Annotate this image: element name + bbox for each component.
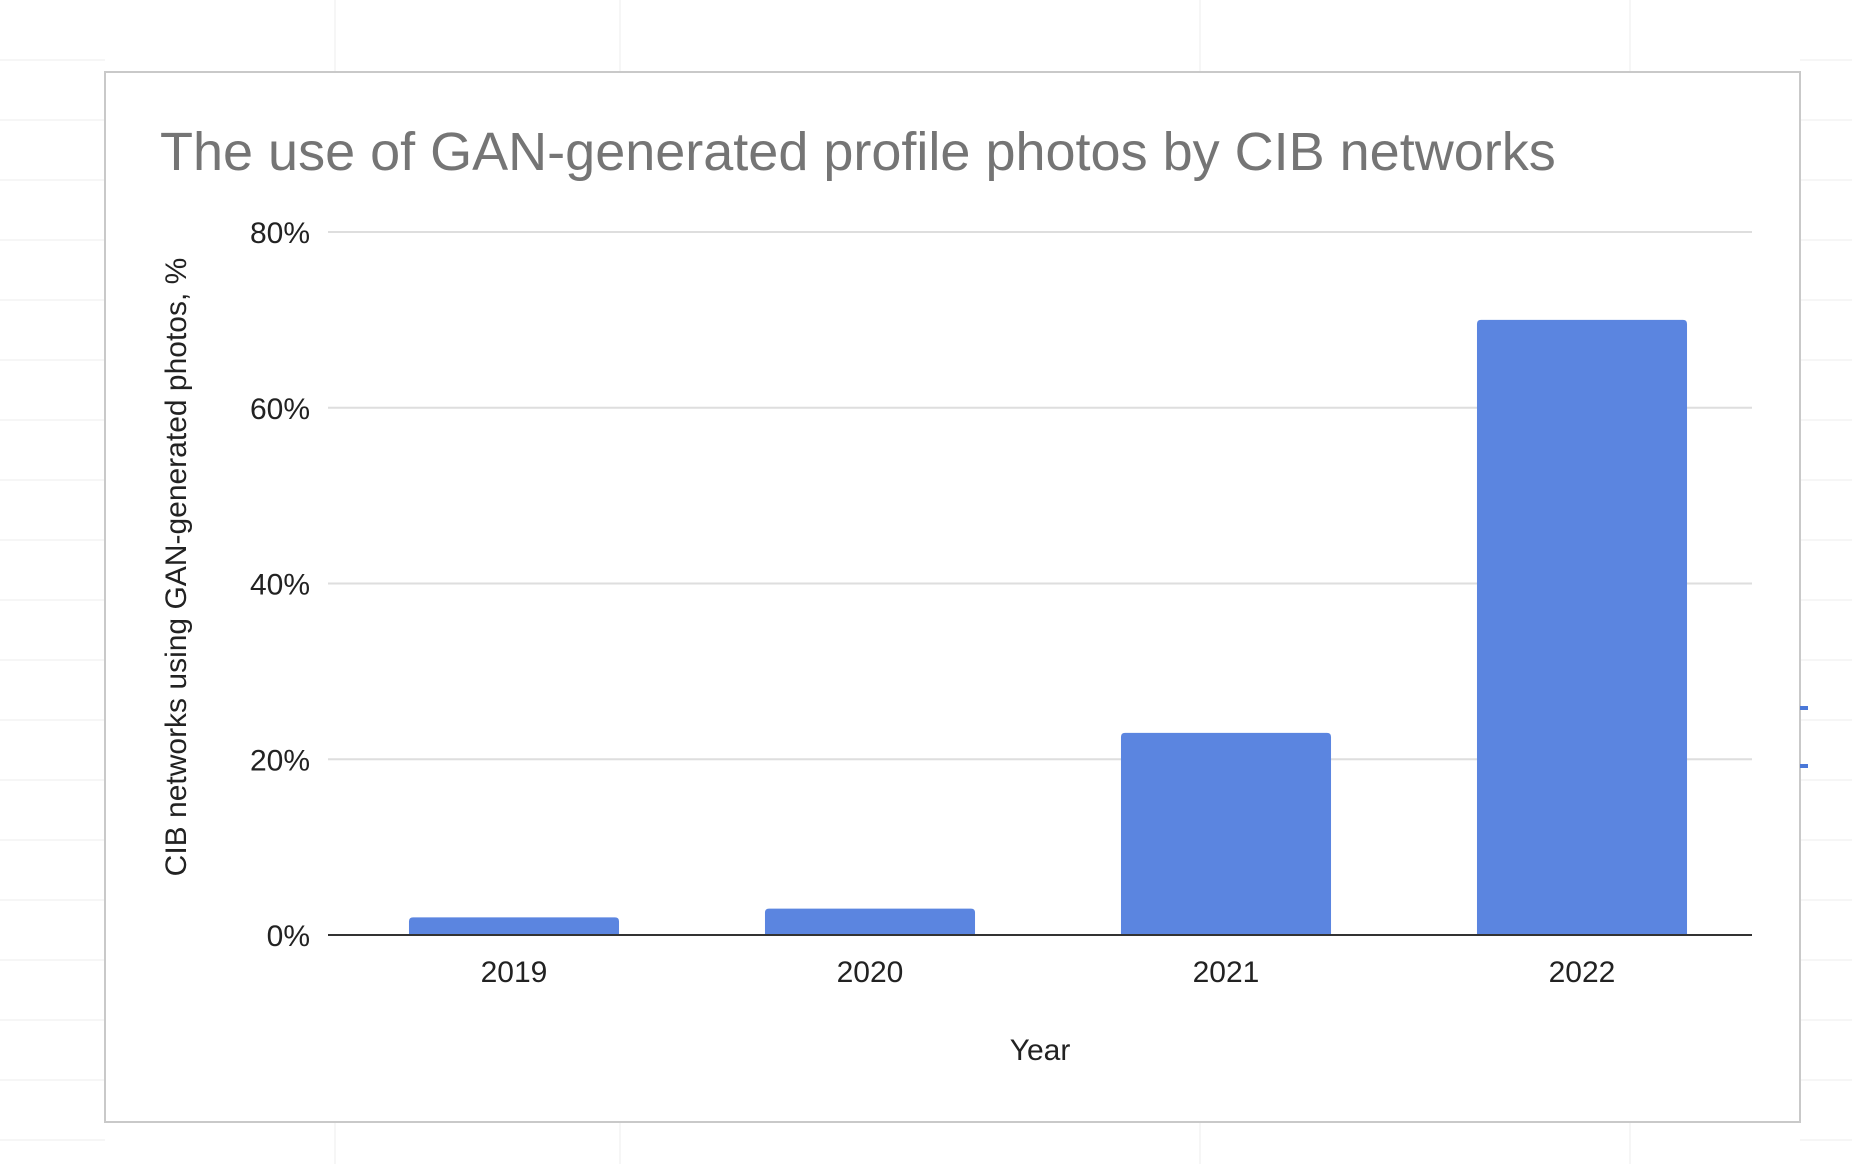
x-tick-label: 2020 bbox=[837, 956, 904, 989]
y-tick-label: 20% bbox=[250, 744, 310, 777]
y-tick-label: 40% bbox=[250, 569, 310, 602]
x-axis-label: Year bbox=[1010, 1034, 1071, 1067]
y-axis-label: CIB networks using GAN-generated photos,… bbox=[160, 258, 193, 877]
chart-title: The use of GAN-generated profile photos … bbox=[160, 122, 1556, 182]
bar-2021[interactable] bbox=[1120, 732, 1332, 935]
y-tick-label: 0% bbox=[267, 920, 310, 953]
y-tick-label: 80% bbox=[250, 217, 310, 250]
edge-markers bbox=[1800, 706, 1808, 768]
bar-2019[interactable] bbox=[408, 917, 620, 935]
bar-2020[interactable] bbox=[764, 908, 976, 935]
y-tick-labels: 0% 20% 40% 60% 80% bbox=[250, 217, 310, 953]
x-tick-label: 2019 bbox=[481, 956, 548, 989]
bar-2022[interactable] bbox=[1476, 319, 1688, 935]
bars bbox=[408, 319, 1688, 935]
x-tick-labels: 2019 2020 2021 2022 bbox=[481, 956, 1616, 989]
x-tick-label: 2022 bbox=[1549, 956, 1616, 989]
x-tick-label: 2021 bbox=[1193, 956, 1260, 989]
y-tick-label: 60% bbox=[250, 393, 310, 426]
